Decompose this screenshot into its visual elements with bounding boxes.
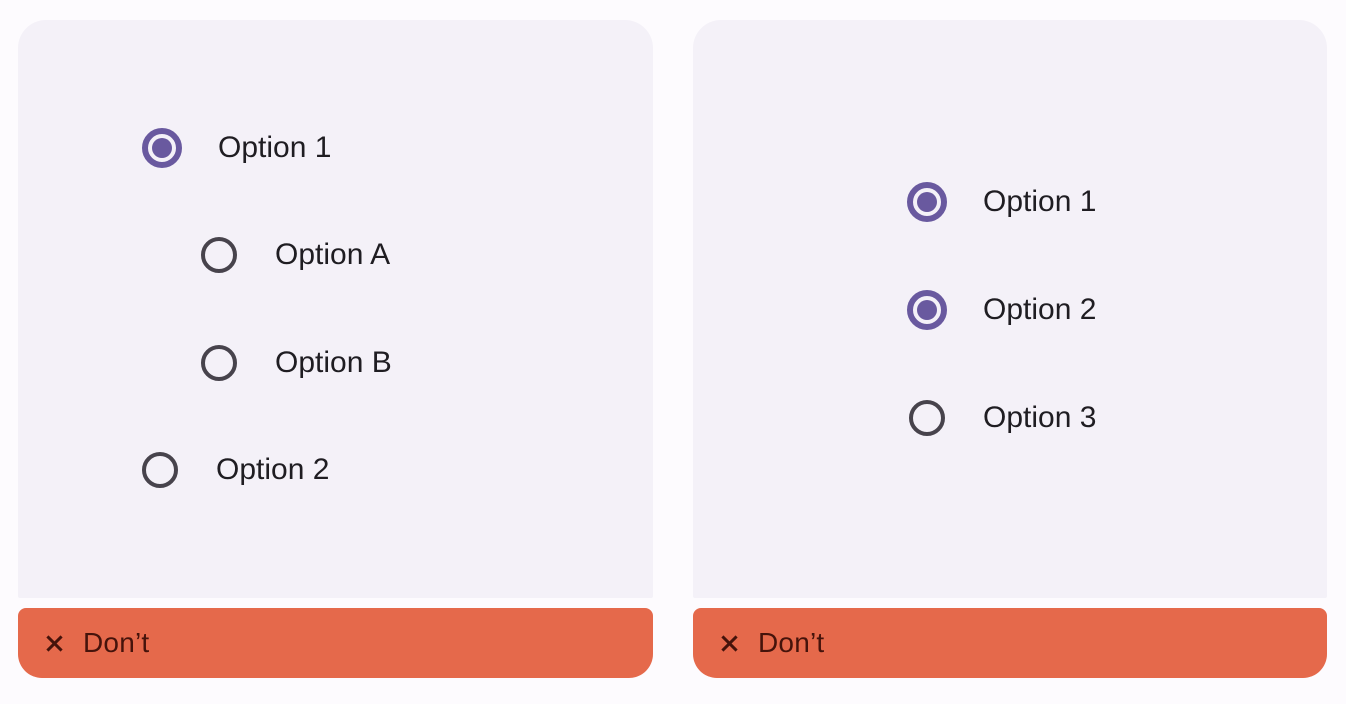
radio-option-label: Option 2 [983,293,1097,326]
radio-button-unselected-icon[interactable] [199,343,239,383]
radio-option-row[interactable]: Option 2 [140,450,329,490]
radio-option-row[interactable]: Option 1 [142,128,331,168]
x-icon [46,634,63,652]
radio-button-unselected-icon[interactable] [140,450,180,490]
radio-button-selected-icon[interactable] [907,290,947,330]
dont-banner: Don’t [18,608,653,678]
radio-option-row[interactable]: Option 2 [907,290,1096,330]
radio-option-label: Option B [275,346,392,379]
radio-option-row[interactable]: Option 1 [907,182,1096,222]
radio-option-label: Option 1 [983,185,1097,218]
dont-banner: Don’t [693,608,1327,678]
radio-option-label: Option 2 [216,453,330,486]
dont-label: Don’t [83,627,150,658]
x-icon [721,634,738,652]
radio-button-unselected-icon[interactable] [199,235,239,275]
radio-option-row[interactable]: Option B [199,343,392,383]
radio-option-row[interactable]: Option 3 [907,398,1096,438]
radio-option-row[interactable]: Option A [199,235,390,275]
radio-option-label: Option A [275,238,391,271]
radio-button-selected-icon[interactable] [142,128,182,168]
dont-label: Don’t [758,627,825,658]
radio-button-unselected-icon[interactable] [907,398,947,438]
radio-button-selected-icon[interactable] [907,182,947,222]
example-card-nested-radio-group: Option 1 Option A Option B Option 2 [18,20,653,598]
radio-option-label: Option 1 [218,131,332,164]
radio-option-label: Option 3 [983,401,1097,434]
example-card-multi-selected-radio-group: Option 1 Option 2 Option 3 [693,20,1327,598]
